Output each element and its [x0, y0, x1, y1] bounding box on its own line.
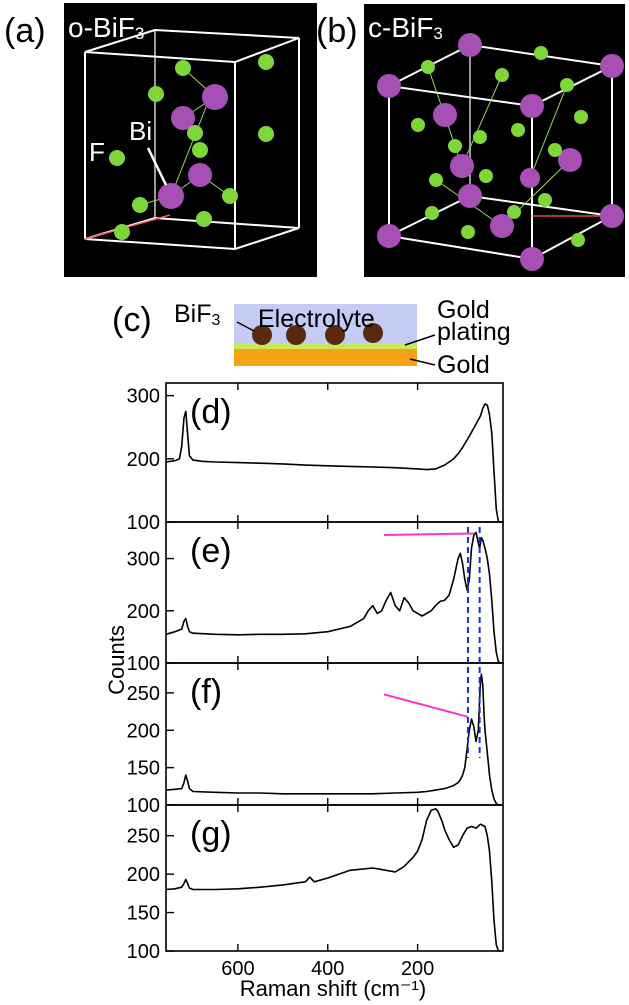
y-tick-label: 200: [127, 601, 160, 623]
y-tick-label: 100: [127, 795, 160, 817]
panel-b: (b) c-BiF3: [316, 4, 625, 277]
panel-c-label: (c): [112, 301, 152, 339]
panel-a-label: (a): [4, 12, 46, 50]
x-tick-label: 400: [311, 958, 344, 980]
y-tick-label: 200: [127, 720, 160, 742]
schematic-bif3-main: BiF: [174, 300, 212, 328]
spectrum-line: [165, 531, 502, 664]
overlays: [383, 527, 481, 758]
x-tick-label: 200: [401, 958, 434, 980]
panel-a-title-sub: 3: [135, 24, 144, 43]
subplot-label: (f): [190, 673, 222, 711]
panel-a: (a) o-BiF3: [4, 3, 317, 277]
subplot-label: (g): [190, 815, 232, 853]
schematic-gold-label: Gold: [437, 351, 490, 379]
y-tick-label: 200: [127, 449, 160, 471]
bi-pointer-line: [146, 147, 168, 186]
schematic-gold-plating-label-1: Gold: [437, 296, 490, 324]
subplot-d: 100 200 300 (d): [127, 382, 504, 534]
y-tick-label: 300: [127, 386, 160, 408]
x-axis-label: Raman shift (cm⁻¹): [240, 976, 426, 1001]
schematic-bif3-sub: 3: [212, 312, 221, 329]
bif3-particles: [252, 323, 383, 345]
panel-a-title-main: o-BiF: [68, 12, 135, 43]
spectrum-line: [165, 403, 501, 523]
subplot-g: 100 150 200 250 (g): [127, 804, 504, 963]
gold-plating-layer: [234, 343, 417, 349]
y-axis-label: Counts: [104, 625, 129, 695]
panel-b-title: c-BiF3: [368, 12, 443, 43]
y-tick-label: 300: [127, 549, 160, 571]
schematic-bif3-label: BiF3: [174, 300, 221, 329]
spectrum-line: [165, 673, 501, 806]
x-tick-label: 600: [221, 958, 254, 980]
subplot-frame: [165, 804, 504, 952]
gold-layer: [234, 349, 417, 366]
y-tick-label: 200: [127, 864, 160, 886]
marker-line: [383, 532, 474, 537]
o-bif3-atoms: [109, 54, 274, 240]
c-bif3-atoms: [377, 33, 624, 271]
bif3-pointer: [236, 321, 255, 332]
y-tick-label: 250: [127, 683, 160, 705]
marker-line: [383, 693, 469, 718]
gold-pointer: [409, 358, 436, 366]
atom-label-bi: Bi: [129, 116, 152, 146]
subplot-e: 100 200 300 (e): [127, 521, 504, 675]
y-tick-label: 100: [127, 653, 160, 675]
y-tick-label: 250: [127, 826, 160, 848]
schematic-gold-plating-label-2: plating: [437, 318, 511, 346]
panel-a-title: o-BiF3: [68, 12, 144, 43]
spectrum-line: [165, 808, 501, 952]
y-tick-label: 100: [127, 941, 160, 963]
panel-b-label: (b): [316, 12, 358, 50]
panel-b-title-main: c-BiF: [368, 12, 433, 43]
subplot-label: (d): [190, 393, 232, 431]
o-bif3-unit-cell: [84, 28, 300, 251]
panel-b-background: [364, 4, 625, 277]
gold-plating-pointer: [404, 334, 436, 346]
subplot-label: (e): [190, 532, 232, 570]
panel-b-title-sub: 3: [433, 24, 442, 43]
atom-label-f: F: [89, 137, 105, 167]
y-tick-label: 150: [127, 758, 160, 780]
panel-a-background: [64, 3, 317, 277]
subplot-f: 100 150 200 250 (f): [127, 662, 504, 817]
y-tick-label: 150: [127, 903, 160, 925]
y-tick-label: 100: [127, 512, 160, 534]
panel-c: (c) Electrolyte BiF3 Gold plating Gold: [112, 296, 511, 379]
schematic-electrolyte-label: Electrolyte: [258, 305, 375, 333]
